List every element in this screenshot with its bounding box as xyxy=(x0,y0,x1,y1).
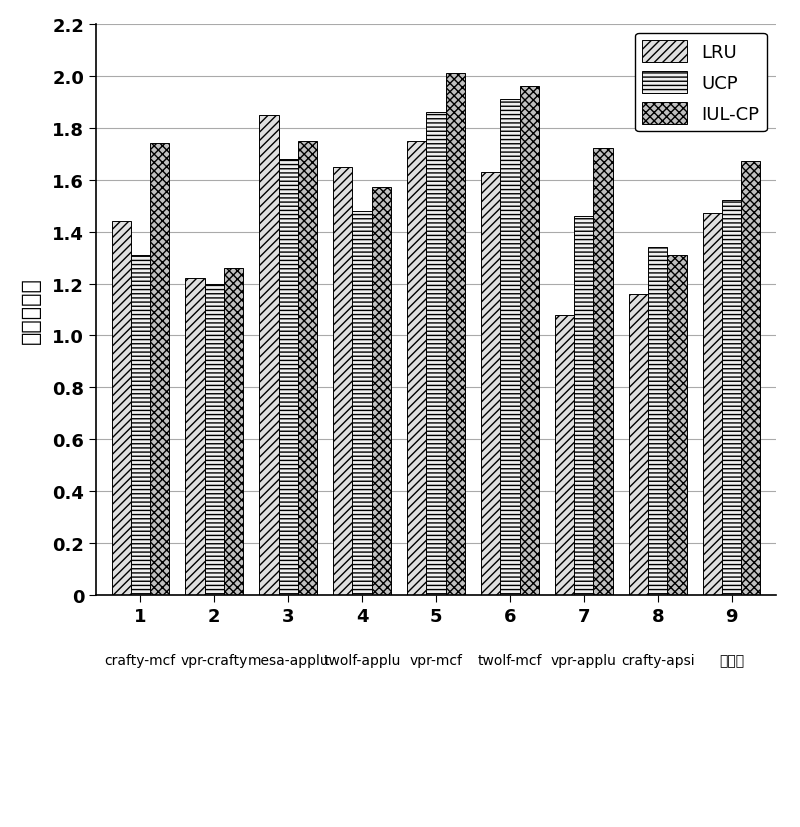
Bar xyxy=(205,284,224,595)
Bar xyxy=(407,141,426,595)
Bar xyxy=(667,256,686,595)
Bar xyxy=(446,74,465,595)
Bar xyxy=(574,217,594,595)
Bar xyxy=(742,162,761,595)
Bar xyxy=(555,315,574,595)
Bar xyxy=(186,279,205,595)
Bar xyxy=(278,160,298,595)
Bar xyxy=(426,113,446,595)
Y-axis label: 性能加速比: 性能加速比 xyxy=(21,277,41,343)
Bar xyxy=(500,100,519,595)
Bar xyxy=(298,141,317,595)
Bar xyxy=(722,201,742,595)
Bar xyxy=(130,256,150,595)
Bar xyxy=(353,212,372,595)
Bar xyxy=(703,214,722,595)
Legend: LRU, UCP, IUL-CP: LRU, UCP, IUL-CP xyxy=(635,34,767,132)
Bar xyxy=(648,248,667,595)
Bar xyxy=(372,189,391,595)
Bar xyxy=(594,150,613,595)
Bar xyxy=(224,269,243,595)
Bar xyxy=(111,222,130,595)
Bar xyxy=(150,144,169,595)
Bar xyxy=(481,173,500,595)
Bar xyxy=(519,87,538,595)
Bar xyxy=(629,294,648,595)
Bar xyxy=(334,168,353,595)
Bar xyxy=(259,116,278,595)
